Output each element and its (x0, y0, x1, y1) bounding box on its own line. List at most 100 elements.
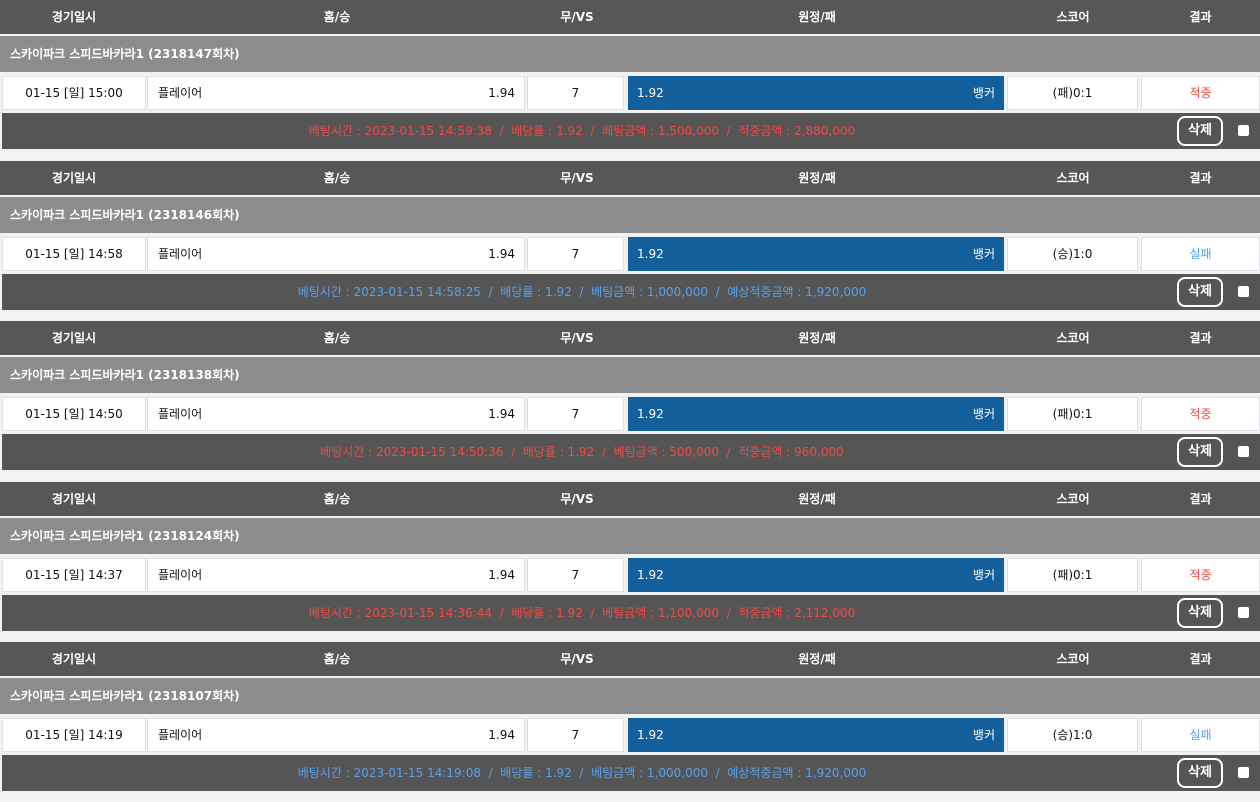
game-group-title: 스카이파크 스피드바카라1 (2318147회차) (0, 36, 1260, 72)
home-odds: 1.94 (488, 407, 515, 421)
select-checkbox[interactable] (1238, 767, 1249, 778)
game-date: 01-15 [일] 14:50 (2, 397, 146, 431)
score: (패)0:1 (1007, 557, 1138, 592)
game-date: 01-15 [일] 15:00 (2, 76, 146, 110)
bet-block: 경기일시 홈/승 무/VS 원정/패 스코어 결과 스카이파크 스피드바카라1 … (0, 642, 1260, 802)
home-pick[interactable]: 플레이어 1.94 (147, 557, 525, 592)
game-group-title: 스카이파크 스피드바카라1 (2318138회차) (0, 357, 1260, 393)
table-header: 경기일시 홈/승 무/VS 원정/패 스코어 결과 (0, 0, 1260, 34)
away-odds: 1.92 (637, 246, 664, 261)
vs-value[interactable]: 7 (527, 397, 624, 431)
away-pick-selected[interactable]: 1.92 뱅커 (628, 236, 1004, 271)
vs-value[interactable]: 7 (527, 718, 624, 752)
game-date: 01-15 [일] 14:58 (2, 236, 146, 271)
header-result: 결과 (1189, 331, 1212, 345)
header-home: 홈/승 (323, 652, 351, 666)
select-checkbox[interactable] (1238, 285, 1249, 297)
bet-info-text: 베팅시간 : 2023-01-15 14:36:44 / 배당률 : 1.92 … (308, 605, 856, 620)
header-result: 결과 (1189, 170, 1212, 185)
away-odds: 1.92 (637, 407, 664, 421)
vs-value[interactable]: 7 (527, 557, 624, 592)
header-vs: 무/VS (560, 170, 594, 185)
away-pick-selected[interactable]: 1.92 뱅커 (628, 76, 1004, 110)
delete-button[interactable]: 삭제 (1177, 116, 1223, 146)
score: (패)0:1 (1007, 76, 1138, 110)
header-date: 경기일시 (51, 170, 97, 185)
header-away: 원정/패 (798, 652, 836, 666)
header-home: 홈/승 (323, 331, 351, 345)
header-date: 경기일시 (51, 10, 97, 24)
header-result: 결과 (1189, 10, 1212, 24)
away-odds: 1.92 (637, 567, 664, 582)
home-pick[interactable]: 플레이어 1.94 (147, 397, 525, 431)
game-group-title: 스카이파크 스피드바카라1 (2318107회차) (0, 678, 1260, 714)
bet-info-bar: 베팅시간 : 2023-01-15 14:36:44 / 배당률 : 1.92 … (2, 594, 1260, 631)
select-checkbox[interactable] (1238, 125, 1249, 136)
result-status: 실패 (1141, 236, 1260, 271)
home-pick[interactable]: 플레이어 1.94 (147, 236, 525, 271)
header-home: 홈/승 (323, 170, 351, 185)
away-name: 뱅커 (972, 86, 995, 100)
away-pick-selected[interactable]: 1.92 뱅커 (628, 397, 1004, 431)
away-pick-selected[interactable]: 1.92 뱅커 (628, 718, 1004, 752)
bet-info-text: 베팅시간 : 2023-01-15 14:19:08 / 배당률 : 1.92 … (297, 766, 867, 780)
away-name: 뱅커 (972, 246, 995, 261)
away-pick-selected[interactable]: 1.92 뱅커 (628, 557, 1004, 592)
delete-button[interactable]: 삭제 (1177, 276, 1223, 307)
home-odds: 1.94 (488, 246, 515, 261)
table-header: 경기일시 홈/승 무/VS 원정/패 스코어 결과 (0, 321, 1260, 355)
score: (승)1:0 (1007, 236, 1138, 271)
home-odds: 1.94 (488, 86, 515, 100)
result-status: 적중 (1141, 76, 1260, 110)
home-name: 플레이어 (158, 246, 203, 261)
header-score: 스코어 (1056, 652, 1090, 666)
home-name: 플레이어 (158, 728, 203, 742)
header-away: 원정/패 (798, 491, 836, 506)
vs-value[interactable]: 7 (527, 236, 624, 271)
select-checkbox[interactable] (1238, 446, 1249, 457)
bet-info-bar: 베팅시간 : 2023-01-15 14:19:08 / 배당률 : 1.92 … (2, 755, 1260, 791)
bet-info-text: 베팅시간 : 2023-01-15 14:58:25 / 배당률 : 1.92 … (297, 284, 867, 299)
table-header: 경기일시 홈/승 무/VS 원정/패 스코어 결과 (0, 160, 1260, 195)
home-pick[interactable]: 플레이어 1.94 (147, 76, 525, 110)
result-status: 적중 (1141, 397, 1260, 431)
delete-button[interactable]: 삭제 (1177, 597, 1223, 628)
header-score: 스코어 (1056, 491, 1090, 506)
header-vs: 무/VS (560, 331, 594, 345)
header-vs: 무/VS (560, 491, 594, 506)
bet-info-text: 베팅시간 : 2023-01-15 14:59:38 / 배당률 : 1.92 … (308, 124, 856, 138)
away-odds: 1.92 (637, 728, 664, 742)
score: (패)0:1 (1007, 397, 1138, 431)
vs-value[interactable]: 7 (527, 76, 624, 110)
home-odds: 1.94 (488, 567, 515, 582)
header-away: 원정/패 (798, 10, 836, 24)
home-name: 플레이어 (158, 407, 203, 421)
away-odds: 1.92 (637, 86, 664, 100)
game-group-title: 스카이파크 스피드바카라1 (2318146회차) (0, 196, 1260, 233)
bet-info-text: 베팅시간 : 2023-01-15 14:50:36 / 배당률 : 1.92 … (320, 445, 844, 459)
header-result: 결과 (1189, 652, 1212, 666)
header-away: 원정/패 (798, 331, 836, 345)
home-name: 플레이어 (158, 86, 203, 100)
header-score: 스코어 (1056, 10, 1090, 24)
bet-block: 경기일시 홈/승 무/VS 원정/패 스코어 결과 스카이파크 스피드바카라1 … (0, 160, 1260, 321)
bet-info-bar: 베팅시간 : 2023-01-15 14:59:38 / 배당률 : 1.92 … (2, 113, 1260, 149)
game-date: 01-15 [일] 14:19 (2, 718, 146, 752)
result-status: 적중 (1141, 557, 1260, 592)
delete-button[interactable]: 삭제 (1177, 758, 1223, 788)
bet-info-bar: 베팅시간 : 2023-01-15 14:50:36 / 배당률 : 1.92 … (2, 434, 1260, 470)
home-odds: 1.94 (488, 728, 515, 742)
result-status: 실패 (1141, 718, 1260, 752)
home-pick[interactable]: 플레이어 1.94 (147, 718, 525, 752)
select-checkbox[interactable] (1238, 606, 1249, 618)
header-home: 홈/승 (323, 491, 351, 506)
game-date: 01-15 [일] 14:37 (2, 557, 146, 592)
delete-button[interactable]: 삭제 (1177, 437, 1223, 467)
header-score: 스코어 (1056, 331, 1090, 345)
header-date: 경기일시 (51, 331, 97, 345)
table-header: 경기일시 홈/승 무/VS 원정/패 스코어 결과 (0, 642, 1260, 676)
header-date: 경기일시 (51, 652, 97, 666)
bet-block: 경기일시 홈/승 무/VS 원정/패 스코어 결과 스카이파크 스피드바카라1 … (0, 321, 1260, 481)
header-away: 원정/패 (798, 170, 836, 185)
table-header: 경기일시 홈/승 무/VS 원정/패 스코어 결과 (0, 481, 1260, 516)
